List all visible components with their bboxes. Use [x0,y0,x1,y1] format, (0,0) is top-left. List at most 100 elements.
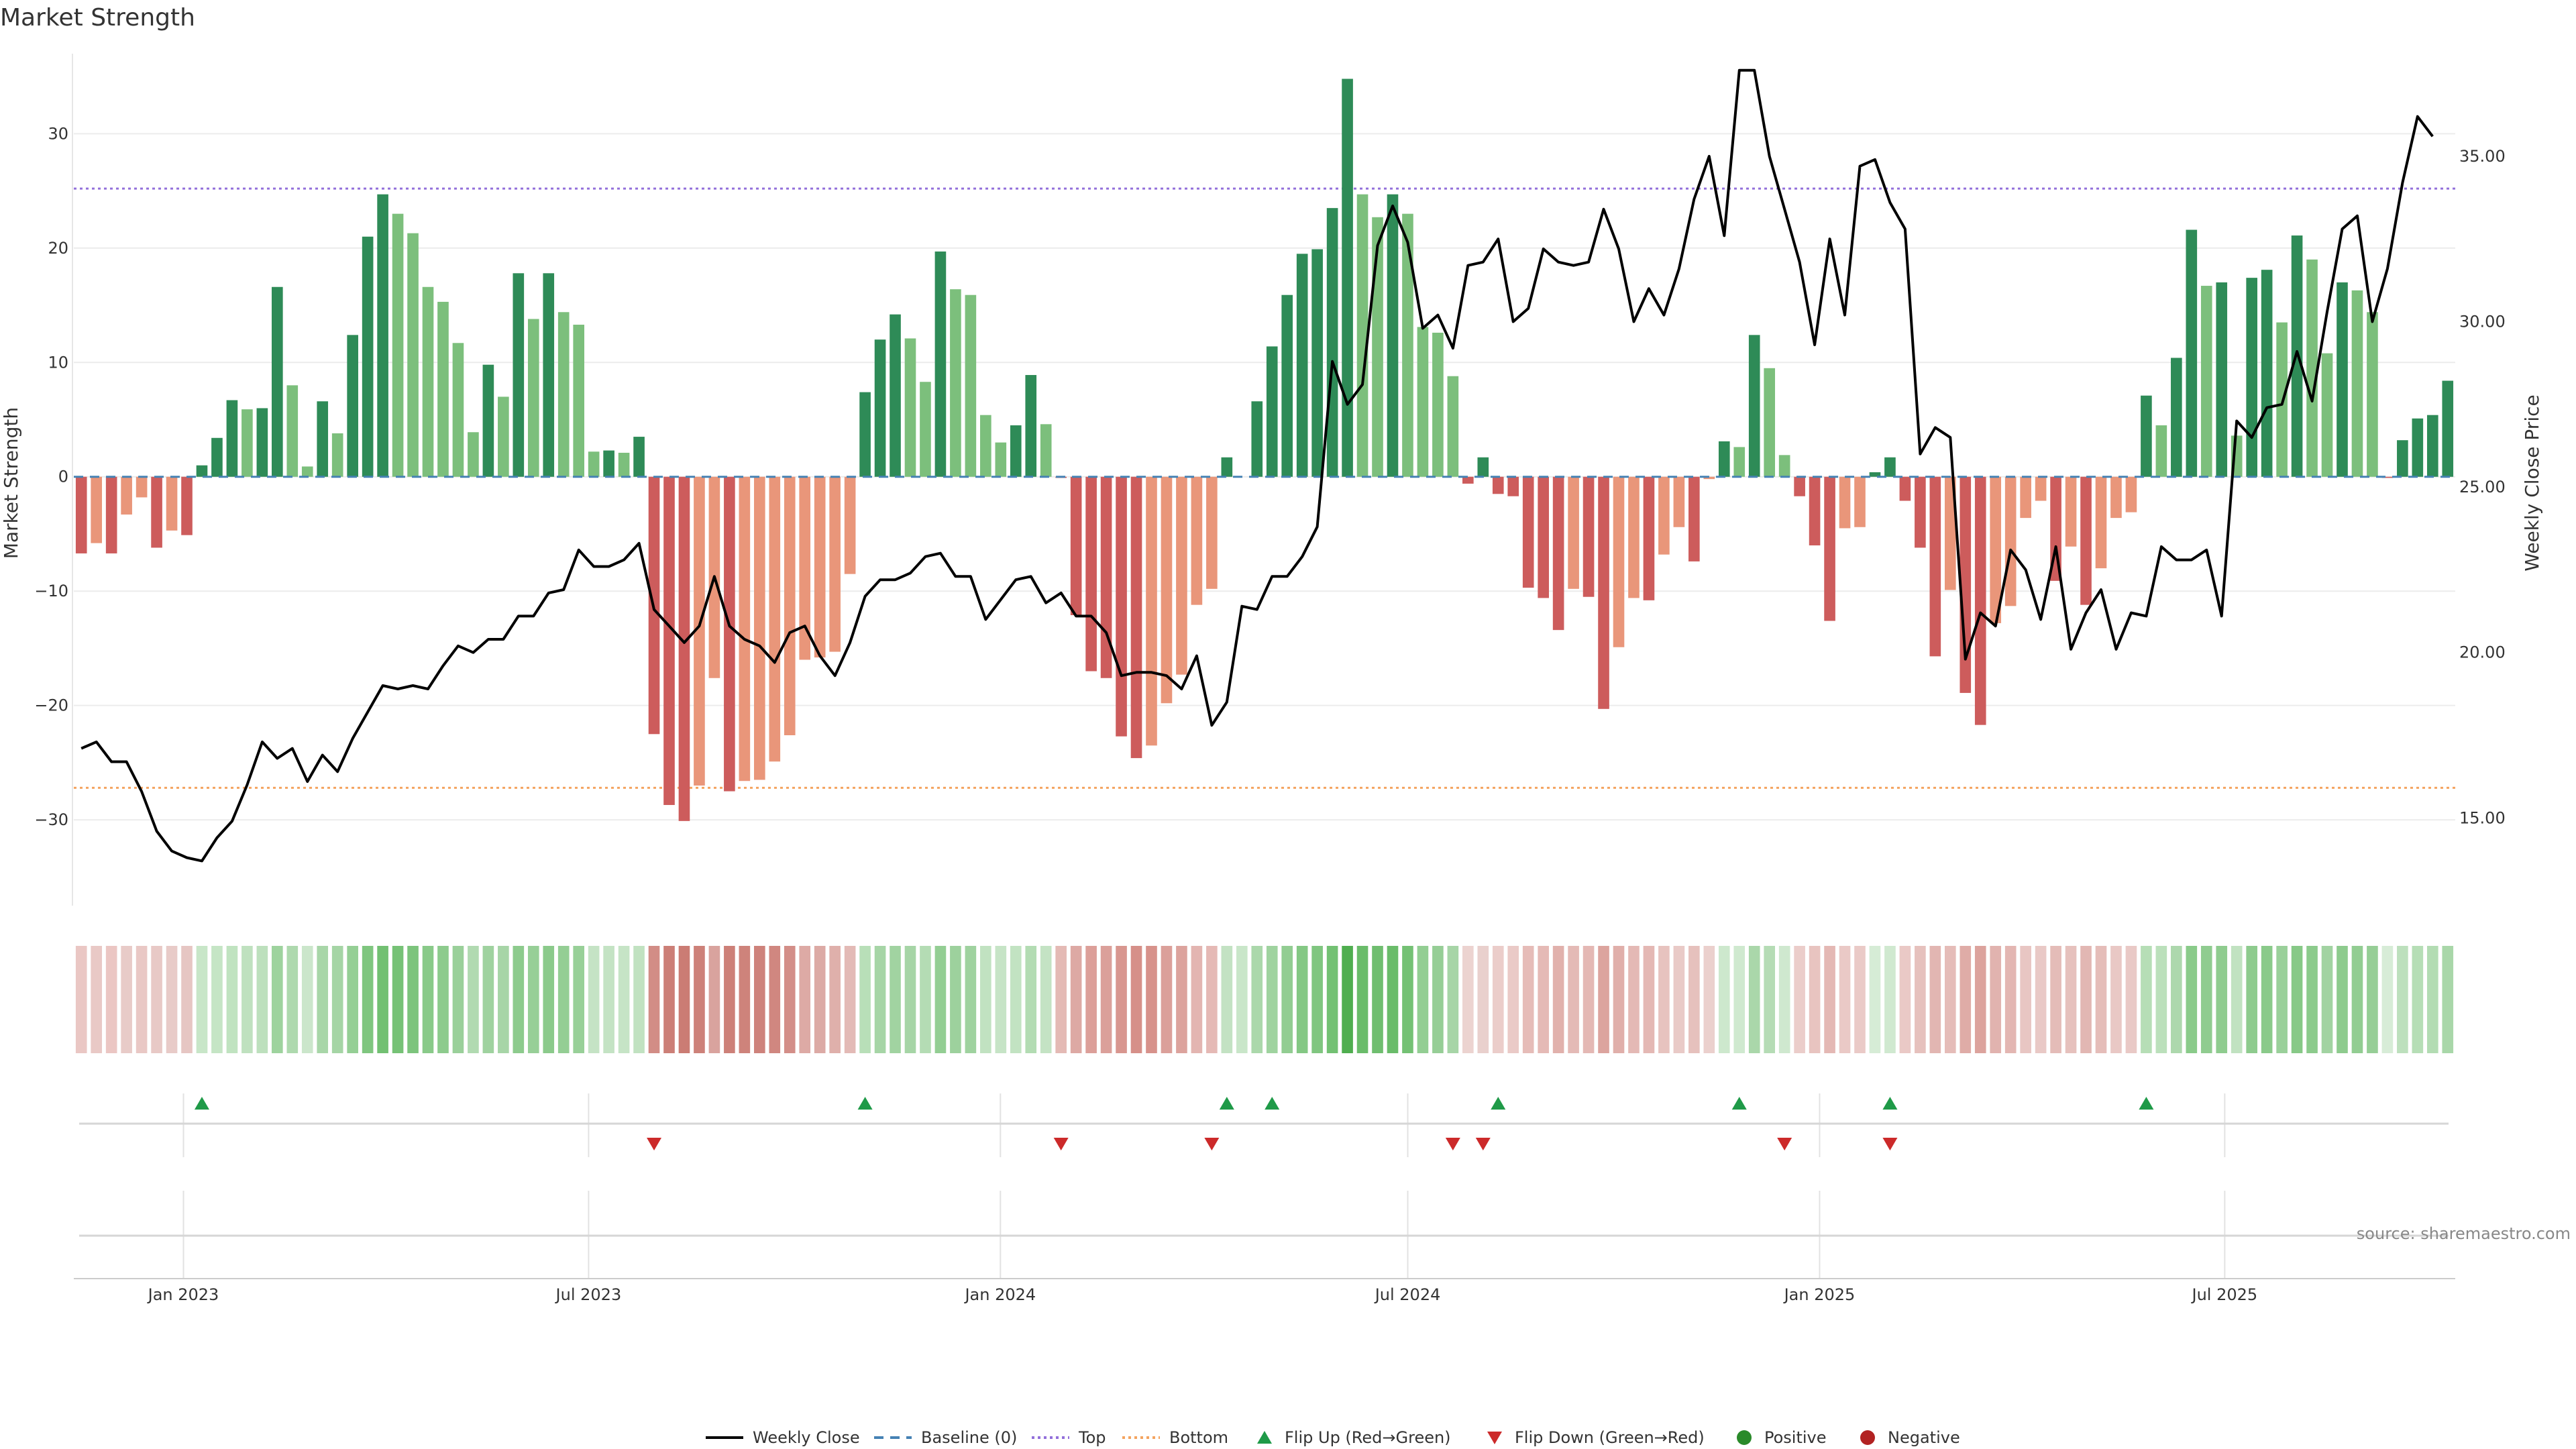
heat-cell [934,946,947,1053]
left-tick-label: −10 [34,582,68,600]
right-tick-label: 35.00 [2459,147,2506,166]
heat-cell [1854,946,1866,1053]
heat-cell [75,946,87,1053]
heat-cell [1130,946,1142,1053]
heat-cell [1342,946,1353,1053]
heat-cell [1206,946,1218,1053]
strength-bar [1356,194,1368,477]
strength-bar [2200,286,2212,477]
heat-cell [648,946,660,1053]
strength-bar [121,476,132,515]
heat-cell [920,946,931,1053]
legend-weekly-close: Weekly Close [706,1428,860,1447]
strength-bar [437,301,449,477]
heat-cell [904,946,916,1053]
strength-bar [211,437,223,477]
strength-bar [573,325,585,477]
heat-cell [527,946,539,1053]
time-axis: Jan 2023 Jul 2023 Jan 2024 Jul 2024 Jan 2025… [74,1093,2455,1304]
heat-cell [2186,946,2198,1053]
heat-cell [422,946,434,1053]
strength-bar [286,385,299,477]
strength-bar [950,289,961,477]
strength-bar [527,319,539,477]
strength-bar [2381,476,2394,478]
strength-bar [166,476,178,531]
heat-cell [950,946,961,1053]
strength-bars [75,78,2454,821]
strength-bar [136,476,148,498]
strength-bar [226,400,238,477]
strength-bar [2080,476,2092,605]
right-tick-label: 20.00 [2459,643,2506,662]
heat-cell [663,946,675,1053]
strength-bar [965,294,977,477]
heat-cell [1477,946,1489,1053]
strength-bar [1915,476,1926,548]
strength-bar [1296,254,1308,477]
heat-cell [2426,946,2438,1053]
strength-bar [241,409,253,477]
strength-bar [1326,208,1338,477]
heat-cell [181,946,193,1053]
heat-cell [2442,946,2454,1053]
strength-bar [75,476,87,553]
strength-bar [301,466,313,477]
heat-cell [105,946,117,1053]
heat-cell [1582,946,1595,1053]
heat-cell [1251,946,1263,1053]
strength-bar [1221,457,1233,477]
right-axis-title: Weekly Close Price [2521,394,2543,571]
heat-cell [392,946,404,1053]
heat-cell [1296,946,1308,1053]
strength-bar [2351,290,2363,477]
heat-cell [753,946,765,1053]
heat-cell [1538,946,1549,1053]
heat-cell [2155,946,2167,1053]
heat-cell [211,946,223,1053]
strength-bar [1266,346,1278,477]
heat-cell [2171,946,2182,1053]
heat-cell [498,946,509,1053]
strength-bar [377,194,388,477]
strength-bar [2095,476,2107,569]
heat-cell [1613,946,1625,1053]
heat-cell [2231,946,2243,1053]
heat-cell [1598,946,1609,1053]
strength-bar [753,476,765,780]
heat-cell [1643,946,1655,1053]
strength-bar [1538,476,1549,598]
heat-cell [995,946,1007,1053]
heat-cell [1055,946,1067,1053]
legend-flip-up-symbol [1257,1431,1272,1444]
heat-cell [890,946,901,1053]
strength-bar [2125,476,2137,513]
heat-cell [1507,946,1519,1053]
strength-bar [814,476,826,658]
flip-markers [194,1097,2154,1150]
strength-bar [2246,278,2257,477]
strength-bar [1477,457,1489,477]
heat-cell [301,946,313,1053]
strength-bar [1974,476,1986,725]
strength-bar [1492,476,1504,494]
heat-cell [1387,946,1399,1053]
strength-bar [920,382,931,477]
strength-bar [1281,294,1293,477]
heat-cell [2246,946,2257,1053]
strength-bar [1688,476,1700,561]
heat-cell [2351,946,2363,1053]
heat-cell [618,946,630,1053]
heat-cell [2080,946,2092,1053]
strength-bar [1839,476,1851,529]
heat-cell [2035,946,2047,1053]
heat-cell [1809,946,1821,1053]
heat-cell [2381,946,2394,1053]
heat-cell [1703,946,1715,1053]
strength-bar [2065,476,2077,547]
strength-bar [1929,476,1941,657]
heat-cell [543,946,555,1053]
heat-cell [166,946,178,1053]
strength-bar [618,452,630,477]
legend-flip-down-label: Flip Down (Green→Red) [1515,1428,1705,1447]
